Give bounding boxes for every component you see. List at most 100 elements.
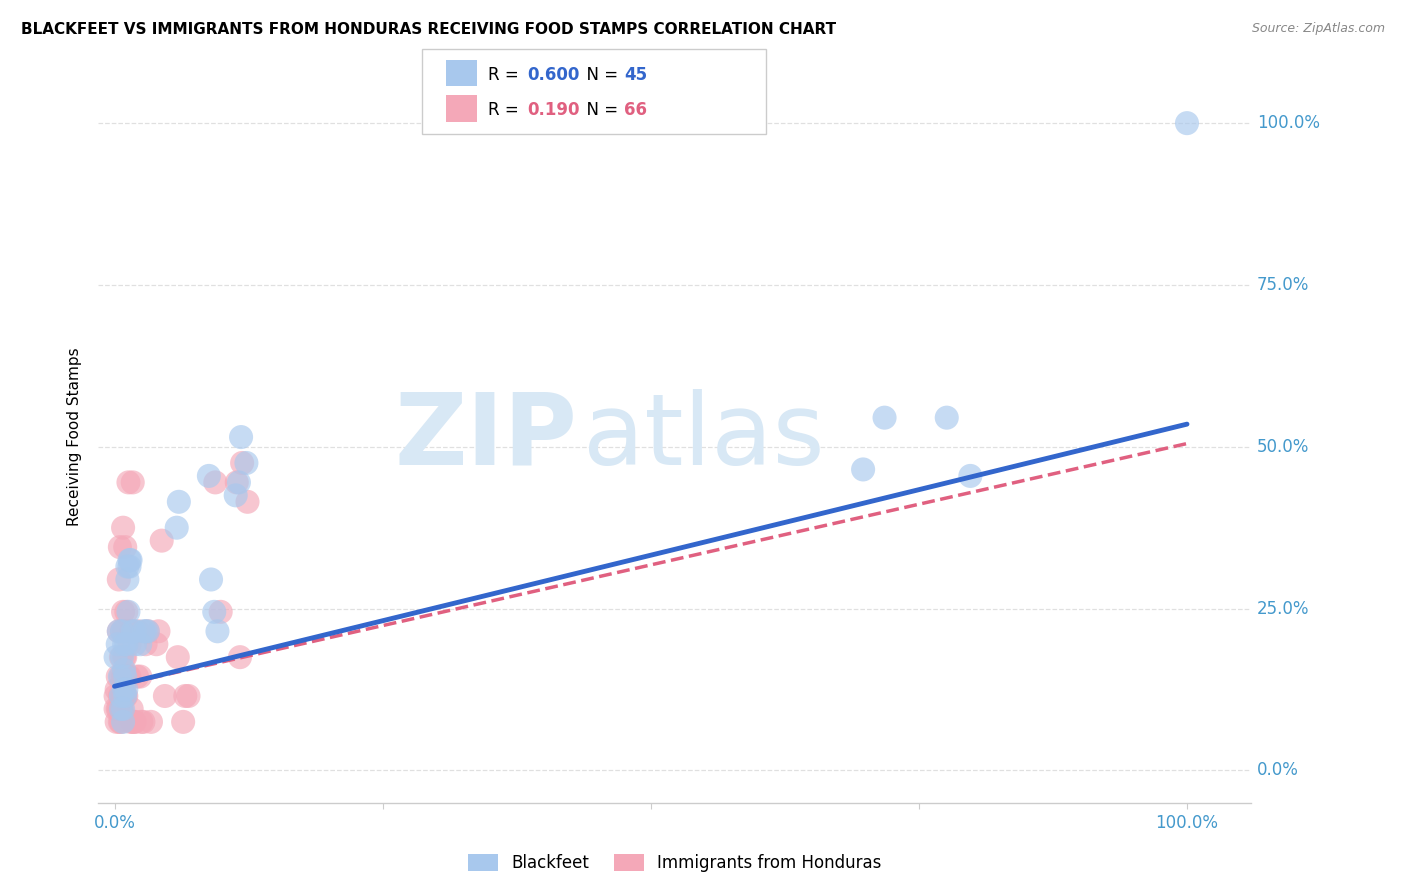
Point [124,714,146,729]
Point [112,682,135,697]
Point [167,495,190,509]
Point [112,624,135,639]
Point [121,475,143,490]
Point [127,624,149,639]
Point [117,559,139,574]
Point [111,650,134,665]
Point [107,702,129,716]
Point [108,689,131,703]
Point [108,669,131,683]
Point [120,553,142,567]
Point [166,521,188,535]
Point [118,553,141,567]
Point [236,495,259,509]
Point [104,650,127,665]
Y-axis label: Receiving Food Stamps: Receiving Food Stamps [67,348,83,526]
Point [228,475,250,490]
Text: 25.0%: 25.0% [1257,599,1309,617]
Point [139,714,162,729]
Point [107,669,129,683]
Point [115,689,138,703]
Point [207,624,229,639]
Point [166,650,188,665]
Point [136,624,159,639]
Point [117,624,139,639]
Point [114,669,136,683]
Point [111,702,134,716]
Point [121,624,143,639]
Point [145,637,167,651]
Point [107,573,129,587]
Point [129,637,152,651]
Point [112,663,135,677]
Text: R =: R = [488,102,524,120]
Point [112,669,135,683]
Point [112,714,135,729]
Point [235,456,257,470]
Text: Source: ZipAtlas.com: Source: ZipAtlas.com [1251,22,1385,36]
Point [1175,116,1198,130]
Point [117,605,139,619]
Point [107,624,129,639]
Point [110,689,132,703]
Point [122,714,145,729]
Text: 100.0%: 100.0% [1257,114,1320,132]
Point [112,637,135,651]
Point [114,689,136,703]
Text: 75.0%: 75.0% [1257,276,1309,294]
Point [110,714,132,729]
Point [121,714,143,729]
Point [104,702,127,716]
Point [117,475,139,490]
Point [107,624,129,639]
Text: atlas: atlas [582,389,824,485]
Point [153,689,176,703]
Point [108,714,131,729]
Point [117,573,139,587]
Point [111,624,134,639]
Point [229,650,252,665]
Point [174,689,197,703]
Point [136,624,159,639]
Text: 100.0%: 100.0% [1156,814,1219,832]
Point [115,682,138,697]
Point [125,669,148,683]
Point [107,702,129,716]
Text: 0.0%: 0.0% [1257,762,1299,780]
Point [112,605,135,619]
Point [114,650,136,665]
Point [114,689,136,703]
Text: 0.190: 0.190 [527,102,579,120]
Point [200,573,222,587]
Point [172,714,194,729]
Point [204,475,226,490]
Point [112,689,135,703]
Point [111,624,134,639]
Point [115,637,138,651]
Text: R =: R = [488,66,524,84]
Point [108,540,131,554]
Text: N =: N = [576,102,624,120]
Point [150,533,173,548]
Point [121,702,143,716]
Point [124,624,146,639]
Point [117,669,139,683]
Point [115,605,138,619]
Text: BLACKFEET VS IMMIGRANTS FROM HONDURAS RECEIVING FOOD STAMPS CORRELATION CHART: BLACKFEET VS IMMIGRANTS FROM HONDURAS RE… [21,22,837,37]
Point [104,689,127,703]
Point [225,488,247,502]
Point [209,605,232,619]
Point [120,714,142,729]
Point [225,475,247,490]
Point [110,650,132,665]
Point [112,702,135,716]
Text: 45: 45 [624,66,647,84]
Point [118,669,141,683]
Point [110,669,132,683]
Point [118,637,141,651]
Point [873,410,896,425]
Point [121,624,143,639]
Point [148,624,170,639]
Point [105,682,128,697]
Point [852,462,875,476]
